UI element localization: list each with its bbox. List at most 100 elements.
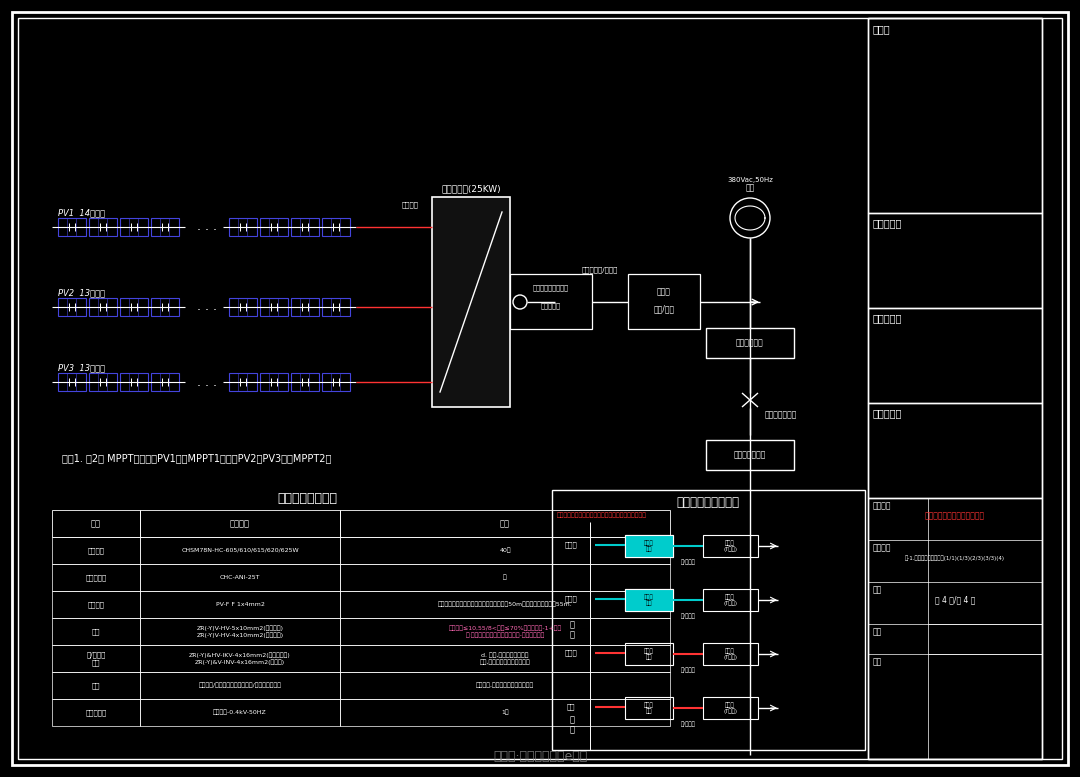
Text: 铝合金
电缆: 铝合金 电缆	[644, 702, 653, 714]
Bar	[291, 373, 319, 391]
Bar	[340, 699, 670, 726]
Bar	[868, 213, 1042, 308]
Text: ZR(-Y)V-HV-5x10mm2(铜芯电缆)
ZR(-Y)V-HV-4x10mm2(铜芯电缆): ZR(-Y)V-HV-5x10mm2(铜芯电缆) ZR(-Y)V-HV-4x10…	[197, 625, 284, 638]
Bar	[151, 298, 179, 316]
Bar	[140, 510, 340, 537]
Bar	[89, 218, 117, 236]
Bar	[627, 274, 700, 329]
Text: 注意截面≤10,55/8<截面≤70%，电缆选铝-1+图。
注:铜缆电量规格请和前主续配装-正式铜芯电缆: 注意截面≤10,55/8<截面≤70%，电缆选铝-1+图。 注:铜缆电量规格请和…	[448, 625, 562, 638]
Text: 备注：: 备注：	[873, 24, 891, 34]
Bar	[625, 697, 673, 719]
Bar	[703, 589, 758, 611]
Bar	[58, 298, 86, 316]
Bar	[140, 672, 340, 699]
Text: . . .: . . .	[197, 301, 217, 313]
Bar	[52, 699, 140, 726]
Text: 图纸名称: 图纸名称	[873, 543, 891, 552]
Bar	[260, 298, 288, 316]
Text: 分路三: 分路三	[565, 650, 578, 657]
Bar	[340, 645, 670, 672]
Bar	[432, 197, 510, 407]
Text: 40块: 40块	[499, 548, 511, 553]
Text: 铝/铜电缆: 铝/铜电缆	[680, 721, 696, 726]
Bar	[340, 591, 670, 618]
Text: 并网第: 并网第	[657, 287, 671, 297]
Bar	[291, 298, 319, 316]
Text: 居民进户电表: 居民进户电表	[737, 339, 764, 347]
Bar	[703, 643, 758, 665]
Text: 居民家庭总开关: 居民家庭总开关	[765, 410, 797, 420]
Bar	[868, 18, 1042, 759]
Text: 项目名称: 项目名称	[873, 501, 891, 510]
Bar	[552, 490, 865, 750]
Text: 并网逆变器: 并网逆变器	[85, 574, 107, 580]
Bar	[291, 218, 319, 236]
Text: 铝合金
电缆: 铝合金 电缆	[644, 540, 653, 552]
Text: 施工单位：: 施工单位：	[873, 408, 903, 418]
Text: 终端盒
(T接型): 终端盒 (T接型)	[723, 702, 737, 714]
Bar	[340, 564, 670, 591]
Text: 备注: 备注	[500, 519, 510, 528]
Bar	[229, 218, 257, 236]
Text: 第 4 页/共 4 页: 第 4 页/共 4 页	[935, 595, 975, 605]
Bar	[340, 510, 670, 537]
Text: 见系统图,非首选面建议铝合金代替: 见系统图,非首选面建议铝合金代替	[476, 683, 535, 688]
Bar	[120, 373, 148, 391]
Bar	[151, 373, 179, 391]
Bar	[625, 589, 673, 611]
Text: 终端盒
(T接型): 终端盒 (T接型)	[723, 594, 737, 606]
Bar	[52, 537, 140, 564]
Bar	[52, 591, 140, 618]
Text: 接入网、驱/送电缆: 接入网、驱/送电缆	[582, 267, 618, 274]
Text: 并网逆变器(25KW): 并网逆变器(25KW)	[442, 184, 501, 193]
Bar	[52, 645, 140, 672]
Text: 一路/分路: 一路/分路	[653, 305, 675, 313]
Bar	[340, 672, 670, 699]
Bar	[322, 218, 350, 236]
Bar	[510, 274, 592, 329]
Bar	[140, 645, 340, 672]
Bar	[625, 535, 673, 557]
Bar	[340, 618, 670, 645]
Text: 居民家庭用电器: 居民家庭用电器	[733, 451, 766, 459]
Text: 铝/铜电缆: 铝/铜电缆	[680, 667, 696, 673]
Bar	[706, 440, 794, 470]
Bar	[340, 537, 670, 564]
Text: ZR(-Y)&HV-IKV-4x16mm2(铝合金电缆)
ZR(-Y)&V-INV-4x16mm2(铝电缆): ZR(-Y)&HV-IKV-4x16mm2(铝合金电缆) ZR(-Y)&V-IN…	[189, 653, 291, 664]
Text: 名称: 名称	[91, 519, 102, 528]
Bar	[58, 373, 86, 391]
Text: 一路: 一路	[567, 704, 576, 710]
Text: . . .: . . .	[197, 375, 217, 388]
Bar	[703, 697, 758, 719]
Bar	[706, 328, 794, 358]
Text: 铜缆: 铜缆	[92, 628, 100, 635]
Bar	[89, 298, 117, 316]
Text: 设计单位：: 设计单位：	[873, 313, 903, 323]
Text: 主要电气设备清单: 主要电气设备清单	[276, 492, 337, 504]
Bar	[140, 699, 340, 726]
Text: CHC-ANI-25T: CHC-ANI-25T	[219, 575, 260, 580]
Text: 终端盒
(T接型): 终端盒 (T接型)	[723, 540, 737, 552]
Bar	[89, 373, 117, 391]
Text: 微伤隔离/带分闸直流无极端制中/正向无触电脱扣: 微伤隔离/带分闸直流无极端制中/正向无触电脱扣	[199, 683, 282, 688]
Bar	[625, 589, 673, 611]
Bar	[868, 403, 1042, 498]
Text: 终端盒
(T接型): 终端盒 (T接型)	[723, 648, 737, 660]
Bar	[52, 618, 140, 645]
Text: 一
路: 一 路	[569, 716, 575, 735]
Text: 分
路: 分 路	[569, 620, 575, 639]
Text: 台: 台	[503, 575, 507, 580]
Bar	[52, 564, 140, 591]
Text: 注：封闭处建为铝芯电缆，不可使用铜疯铝合金电缆。: 注：封闭处建为铝芯电缆，不可使用铜疯铝合金电缆。	[557, 512, 647, 517]
Text: CHSM78N-HC-605/610/615/620/625W: CHSM78N-HC-605/610/615/620/625W	[181, 548, 299, 553]
Bar	[868, 308, 1042, 403]
Bar	[229, 298, 257, 316]
Text: PV-F F 1x4mm2: PV-F F 1x4mm2	[216, 602, 265, 607]
Bar	[140, 564, 340, 591]
Text: 分路二: 分路二	[565, 596, 578, 602]
Text: 公众号·阳光工匚论坛e储能: 公众号·阳光工匚论坛e储能	[492, 751, 588, 764]
Text: d. 铝色,使用时以此为准。
铜缆,非首选面建议铝合金代替: d. 铝色,使用时以此为准。 铜缆,非首选面建议铝合金代替	[480, 653, 530, 664]
Text: 380Vac,50Hz: 380Vac,50Hz	[727, 177, 773, 183]
Bar	[140, 537, 340, 564]
Bar	[703, 535, 758, 557]
